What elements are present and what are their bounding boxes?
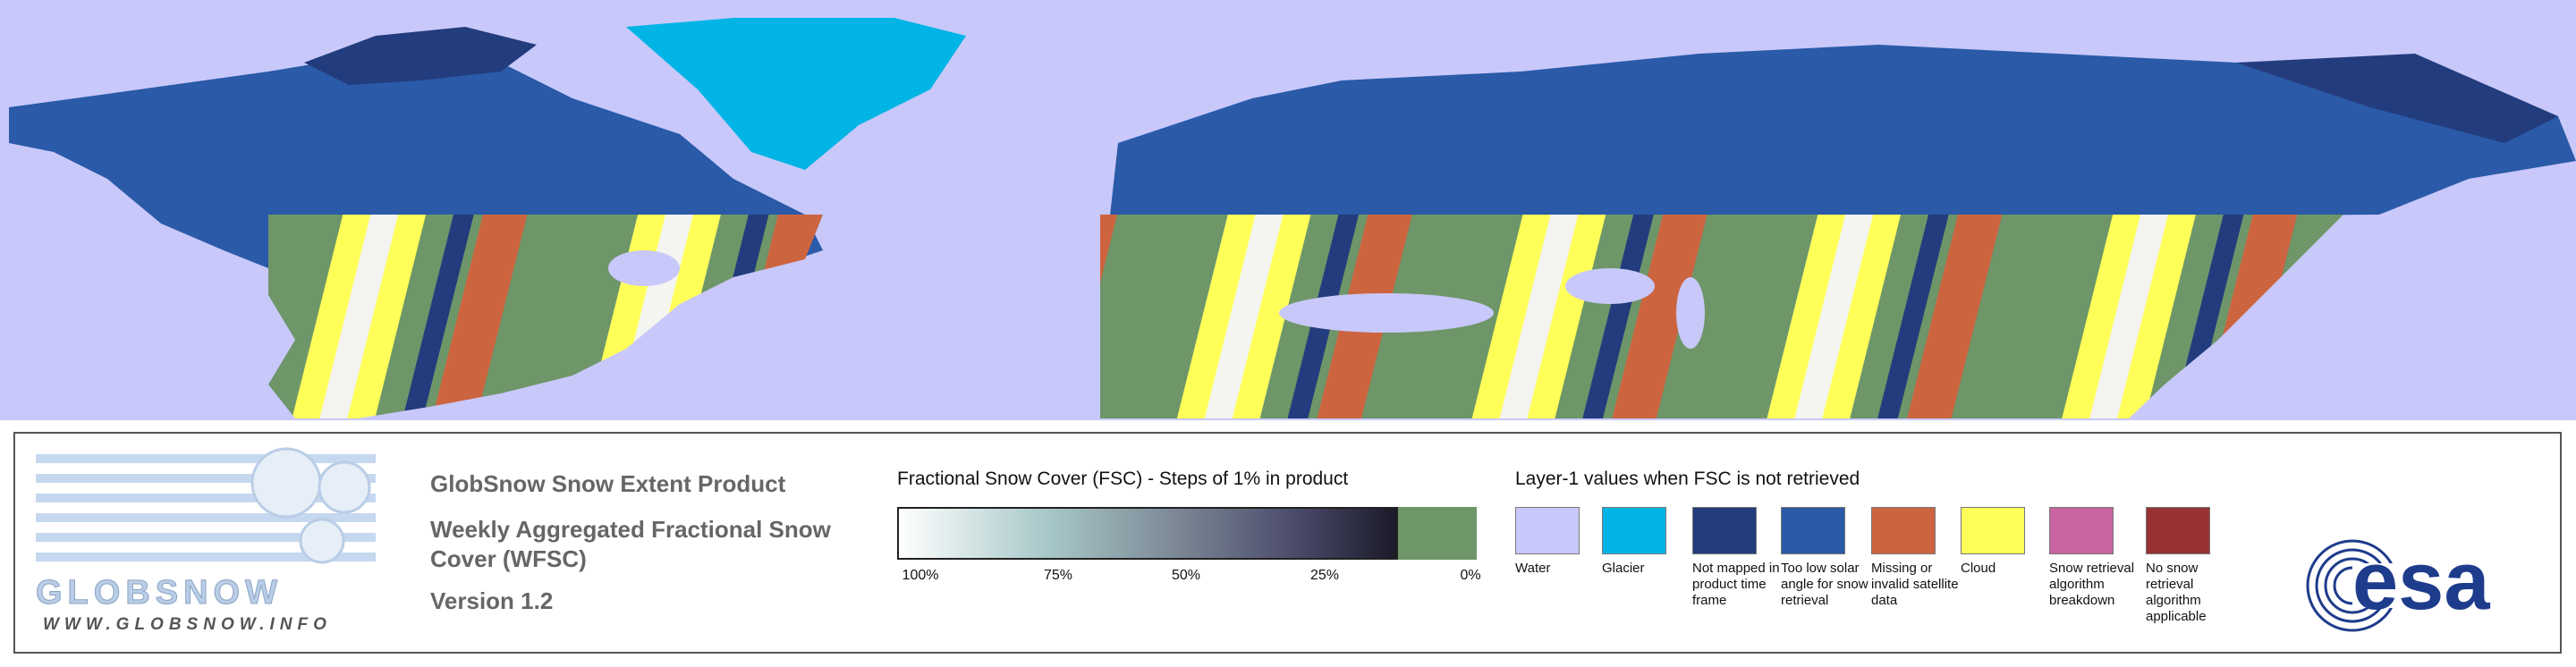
- great-lakes: [608, 250, 680, 286]
- legend-label: Missing or invalid satellite data: [1871, 561, 1959, 608]
- legend-swatch: [1515, 507, 1580, 554]
- fsc-label: 100%: [902, 568, 939, 583]
- legend-swatch: [1602, 507, 1666, 554]
- eurasia: [1109, 45, 2576, 224]
- mediterranean: [1279, 293, 1494, 333]
- legend-label: Too low solar angle for snow retrieval: [1781, 561, 1868, 608]
- layer1-title: Layer-1 values when FSC is not retrieved: [1515, 469, 1860, 489]
- siberia-east: [2236, 54, 2558, 143]
- map: [0, 0, 2576, 420]
- fsc-title: Fractional Snow Cover (FSC) - Steps of 1…: [897, 469, 1349, 489]
- fsc-label: 75%: [1043, 568, 1073, 583]
- product-subtitle: Weekly Aggregated Fractional Snow Cover …: [430, 516, 831, 572]
- logo-url: WWW.GLOBSNOW.INFO: [43, 615, 332, 634]
- legend-swatch: [1871, 507, 1936, 554]
- logo-name: GLOBSNOW: [36, 574, 283, 612]
- fsc-label: 0%: [1460, 568, 1481, 583]
- caspian: [1676, 277, 1705, 349]
- legend-swatch: [2146, 507, 2210, 554]
- legend-swatch: [1692, 507, 1757, 554]
- arctic-islands: [304, 27, 537, 85]
- legend-label: Snow retrieval algorithm breakdown: [2049, 561, 2135, 608]
- legend-label: Glacier: [1602, 561, 1645, 576]
- product-title: GlobSnow Snow Extent Product: [430, 470, 786, 497]
- legend-label: No snow retrieval algorithm applicable: [2146, 561, 2207, 624]
- legend-label: Water: [1515, 561, 1551, 576]
- fsc-label: 50%: [1171, 568, 1201, 583]
- legend-swatch: [1781, 507, 1845, 554]
- legend-swatch: [2049, 507, 2114, 554]
- legend-label: Not mapped in product time frame: [1692, 561, 1780, 608]
- legend-panel: [13, 432, 2562, 654]
- logo-graphic: [36, 447, 376, 564]
- fsc-colorbar: [897, 507, 1398, 560]
- esa-logo-text: esa: [2352, 536, 2490, 627]
- legend-swatch: [1961, 507, 2025, 554]
- product-version: Version 1.2: [430, 587, 554, 614]
- esa-emblem: [2306, 539, 2402, 632]
- fsc-zero-box: [1398, 507, 1477, 560]
- fsc-label: 25%: [1309, 568, 1340, 583]
- legend-label: Cloud: [1961, 561, 1996, 576]
- greenland: [626, 18, 966, 170]
- black-sea: [1565, 268, 1655, 304]
